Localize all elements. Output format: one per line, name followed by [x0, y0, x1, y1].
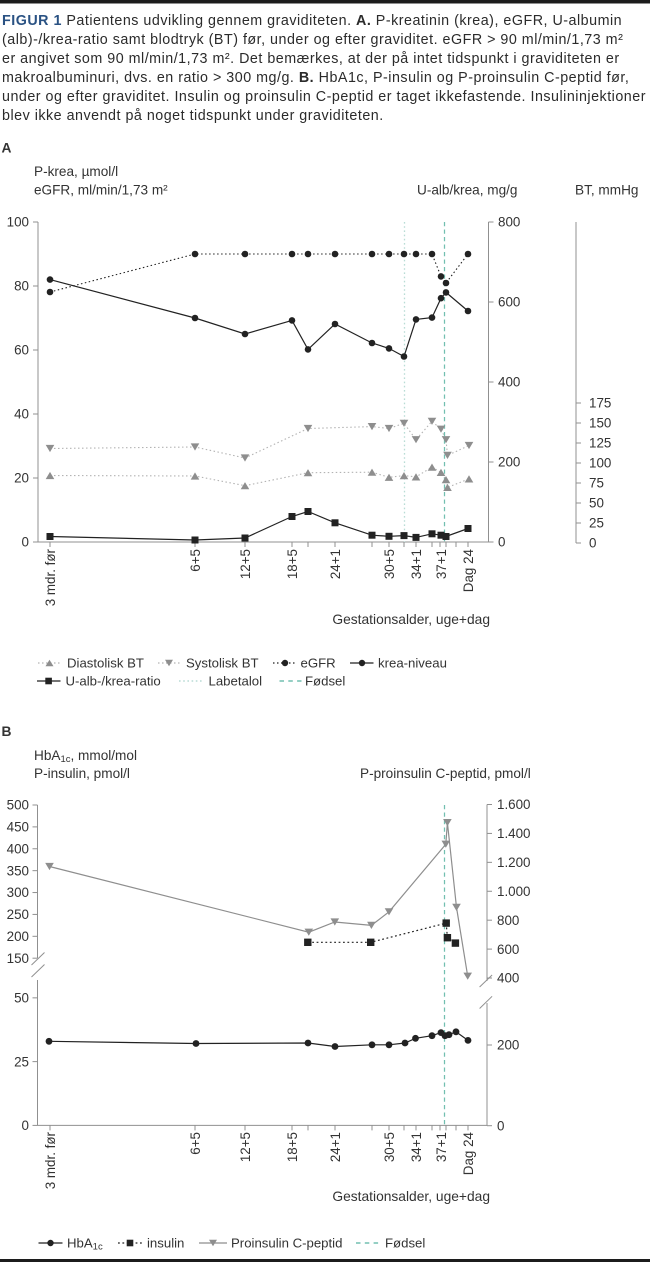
svg-text:eGFR: eGFR: [301, 656, 336, 671]
svg-text:P-krea, µmol/l: P-krea, µmol/l: [34, 164, 118, 179]
svg-text:75: 75: [589, 476, 604, 491]
svg-text:Diastolisk BT: Diastolisk BT: [67, 656, 144, 671]
svg-text:34+1: 34+1: [409, 549, 424, 579]
svg-text:3 mdr. før: 3 mdr. før: [43, 548, 58, 606]
svg-text:25: 25: [14, 1054, 29, 1069]
svg-text:3 mdr. før: 3 mdr. før: [43, 1131, 58, 1189]
svg-text:0: 0: [497, 1118, 504, 1133]
svg-text:37+1: 37+1: [434, 549, 449, 579]
svg-text:50: 50: [14, 991, 29, 1006]
svg-text:HbA1c: HbA1c: [67, 1236, 103, 1253]
svg-text:P-insulin, pmol/l: P-insulin, pmol/l: [34, 766, 130, 781]
svg-text:Fødsel: Fødsel: [305, 674, 345, 689]
svg-text:0: 0: [22, 1118, 29, 1133]
svg-text:1.400: 1.400: [497, 826, 531, 841]
svg-text:100: 100: [589, 456, 611, 471]
svg-text:24+1: 24+1: [328, 1132, 343, 1162]
svg-text:450: 450: [7, 820, 29, 835]
svg-text:1.200: 1.200: [497, 855, 531, 870]
svg-text:200: 200: [498, 455, 520, 470]
svg-text:350: 350: [7, 863, 29, 878]
svg-text:600: 600: [498, 295, 520, 310]
svg-text:175: 175: [589, 396, 611, 411]
svg-text:800: 800: [497, 913, 519, 928]
svg-text:U-alb/krea, mg/g: U-alb/krea, mg/g: [417, 183, 517, 198]
svg-text:600: 600: [497, 942, 519, 957]
svg-text:400: 400: [7, 841, 29, 856]
svg-text:30+5: 30+5: [382, 1132, 397, 1162]
svg-text:6+5: 6+5: [188, 549, 203, 572]
svg-text:150: 150: [589, 416, 611, 431]
svg-text:400: 400: [498, 375, 520, 390]
svg-text:100: 100: [7, 215, 29, 230]
svg-text:Labetalol: Labetalol: [209, 674, 263, 689]
svg-text:80: 80: [14, 279, 29, 294]
svg-text:34+1: 34+1: [409, 1132, 424, 1162]
svg-text:Fødsel: Fødsel: [385, 1236, 425, 1251]
svg-text:0: 0: [22, 535, 29, 550]
svg-text:37+1: 37+1: [434, 1132, 449, 1162]
svg-text:125: 125: [589, 436, 611, 451]
svg-text:25: 25: [589, 516, 604, 531]
svg-text:6+5: 6+5: [188, 1132, 203, 1155]
svg-text:Dag 24: Dag 24: [461, 1131, 476, 1175]
svg-text:HbA1c, mmol/mol: HbA1c, mmol/mol: [34, 748, 137, 765]
svg-text:18+5: 18+5: [285, 1132, 300, 1162]
svg-text:Gestationsalder, uge+dag: Gestationsalder, uge+dag: [332, 612, 490, 627]
svg-text:Proinsulin C-peptid: Proinsulin C-peptid: [231, 1236, 342, 1251]
svg-text:50: 50: [589, 496, 604, 511]
svg-text:24+1: 24+1: [328, 549, 343, 579]
svg-text:0: 0: [589, 536, 596, 551]
svg-text:500: 500: [7, 798, 29, 813]
svg-text:U-alb-/krea-ratio: U-alb-/krea-ratio: [66, 674, 161, 689]
svg-text:1.000: 1.000: [497, 884, 531, 899]
svg-text:1.600: 1.600: [497, 797, 531, 812]
svg-text:krea-niveau: krea-niveau: [378, 656, 447, 671]
svg-text:Systolisk BT: Systolisk BT: [186, 656, 259, 671]
svg-text:250: 250: [7, 907, 29, 922]
svg-text:300: 300: [7, 885, 29, 900]
svg-text:200: 200: [497, 1038, 519, 1053]
svg-text:Gestationsalder, uge+dag: Gestationsalder, uge+dag: [332, 1189, 490, 1204]
svg-text:12+5: 12+5: [238, 549, 253, 579]
svg-text:0: 0: [498, 535, 505, 550]
svg-text:eGFR, ml/min/1,73 m²: eGFR, ml/min/1,73 m²: [34, 183, 168, 198]
svg-text:20: 20: [14, 471, 29, 486]
svg-text:P-proinsulin C-peptid, pmol/l: P-proinsulin C-peptid, pmol/l: [360, 766, 531, 781]
svg-text:150: 150: [7, 951, 29, 966]
svg-text:18+5: 18+5: [285, 549, 300, 579]
svg-text:Dag 24: Dag 24: [461, 548, 476, 592]
svg-text:insulin: insulin: [147, 1236, 184, 1251]
svg-text:40: 40: [14, 407, 29, 422]
svg-text:800: 800: [498, 215, 520, 230]
svg-text:12+5: 12+5: [238, 1132, 253, 1162]
svg-text:BT, mmHg: BT, mmHg: [575, 183, 638, 198]
svg-text:200: 200: [7, 929, 29, 944]
svg-text:60: 60: [14, 343, 29, 358]
svg-text:B: B: [2, 724, 12, 739]
svg-text:A: A: [2, 141, 12, 156]
svg-text:400: 400: [497, 971, 519, 986]
svg-text:30+5: 30+5: [382, 549, 397, 579]
